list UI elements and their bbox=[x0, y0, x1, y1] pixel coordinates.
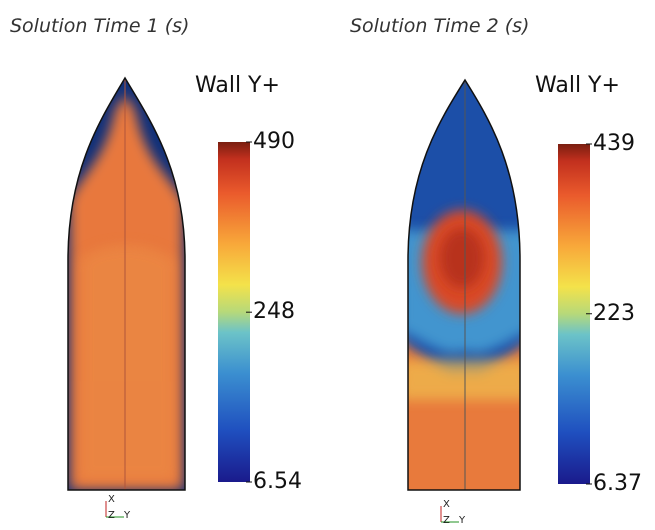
legend-title: Wall Y+ bbox=[195, 73, 280, 98]
panel-title: Solution Time 1 (s) bbox=[10, 15, 189, 37]
hull-1 bbox=[67, 76, 186, 491]
axis-label: Z bbox=[443, 515, 450, 526]
colorbar-label: 490 bbox=[253, 129, 295, 154]
colorbar bbox=[558, 144, 590, 484]
colorbar bbox=[218, 142, 250, 482]
axis-label: Z bbox=[108, 510, 115, 521]
axis-label: X bbox=[443, 499, 450, 510]
axis-label: Y bbox=[458, 515, 466, 526]
colorbar-label: 6.37 bbox=[593, 471, 642, 496]
legend-title: Wall Y+ bbox=[535, 73, 620, 98]
colorbar-label: 6.54 bbox=[253, 469, 302, 494]
colorbar-label: 223 bbox=[593, 301, 635, 326]
axis-label: X bbox=[108, 494, 115, 505]
colorbar-label: 439 bbox=[593, 131, 635, 156]
axis-label: Y bbox=[123, 510, 131, 521]
colorbar-label: 248 bbox=[253, 299, 295, 324]
panel-title: Solution Time 2 (s) bbox=[350, 15, 529, 37]
panel: Solution Time 1 (s) Wall Y+ 490 248 6.54 XZ Y bbox=[10, 15, 302, 521]
panel: Solution Time 2 (s) Wall Y+ 439 223 6.37 XZ Y bbox=[350, 15, 642, 526]
hull-2 bbox=[407, 78, 521, 491]
